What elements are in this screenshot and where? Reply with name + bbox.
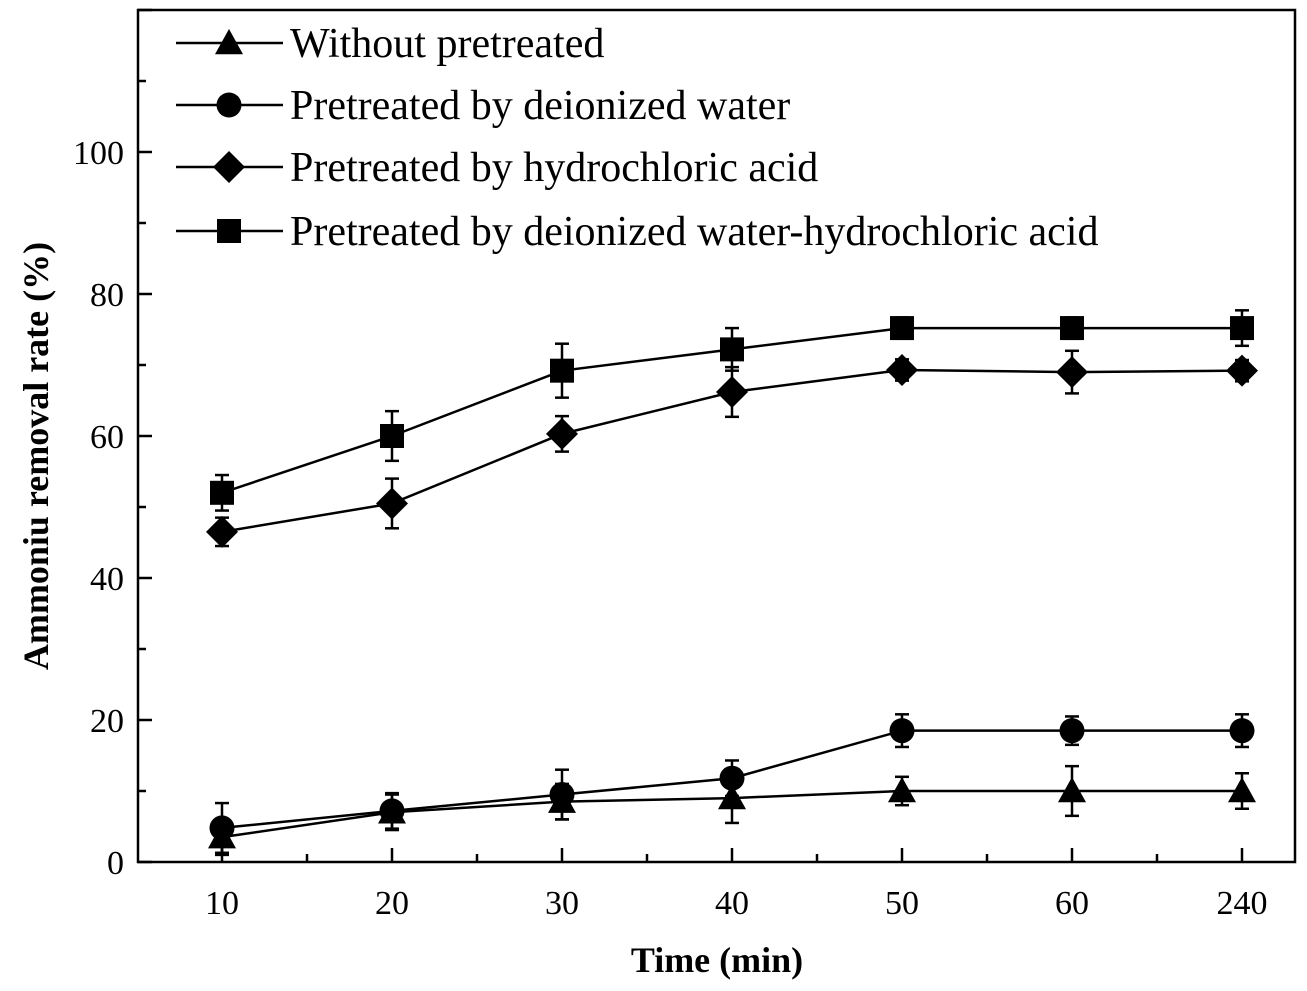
series-square: [210, 309, 1254, 512]
data-point: [209, 815, 235, 841]
x-tick-label: 20: [375, 885, 409, 922]
data-point: [1226, 354, 1258, 387]
data-point: [1230, 316, 1254, 341]
series-circle: [209, 713, 1255, 855]
data-point: [720, 337, 744, 362]
plot-border: [136, 8, 1297, 864]
data-point: [376, 487, 408, 520]
x-tick-label: 50: [885, 885, 919, 922]
y-tick-label: 0: [107, 845, 124, 882]
x-tick-label: 240: [1217, 885, 1268, 922]
data-point: [888, 777, 916, 803]
plot-frame: [136, 8, 1297, 864]
legend-marker: [216, 92, 242, 118]
series-layer: [206, 309, 1258, 857]
x-tick-label: 40: [715, 885, 749, 922]
data-point: [206, 515, 238, 548]
x-tick-label: 10: [205, 885, 239, 922]
y-tick-label: 80: [90, 277, 124, 314]
data-point: [886, 353, 918, 386]
data-point: [1229, 718, 1255, 744]
legend-item: Pretreated by deionized water: [176, 83, 790, 129]
data-point: [550, 358, 574, 383]
data-point: [719, 765, 745, 791]
data-point: [1058, 777, 1086, 803]
data-point: [1059, 718, 1085, 744]
legend-marker: [213, 151, 245, 183]
data-point: [1056, 356, 1088, 389]
data-point: [716, 375, 748, 408]
data-point: [889, 718, 915, 744]
data-point: [210, 480, 234, 505]
legend-label: Without pretreated: [290, 21, 604, 67]
legend-label: Pretreated by hydrochloric acid: [290, 145, 818, 191]
data-point: [890, 316, 914, 341]
y-tick-label: 20: [90, 703, 124, 740]
y-axis: 0 20 40 60 80 100: [73, 8, 152, 882]
y-axis-title: Ammoniu removal rate (%): [16, 242, 56, 670]
legend-item: Pretreated by deionized water-hydrochlor…: [176, 209, 1098, 255]
data-point: [380, 424, 404, 448]
x-tick-label: 30: [545, 885, 579, 922]
legend-label: Pretreated by deionized water-hydrochlor…: [290, 209, 1098, 255]
legend-marker: [215, 29, 243, 55]
data-point: [1228, 777, 1256, 803]
legend-label: Pretreated by deionized water: [290, 83, 790, 129]
series-diamond: [206, 349, 1258, 548]
legend-marker: [217, 219, 241, 243]
x-axis-title: Time (min): [631, 940, 803, 980]
x-axis: 10 20 30 40 50 60 240: [205, 848, 1268, 922]
legend-item: Without pretreated: [176, 21, 604, 67]
legend: Without pretreated Pretreated by deionize…: [176, 21, 1098, 255]
legend-item: Pretreated by hydrochloric acid: [176, 145, 818, 191]
data-point: [549, 782, 575, 808]
data-point: [546, 417, 578, 450]
y-tick-label: 100: [73, 135, 124, 172]
y-tick-label: 40: [90, 561, 124, 598]
data-point: [1060, 316, 1084, 341]
data-point: [379, 798, 405, 824]
y-tick-label: 60: [90, 419, 124, 456]
x-tick-label: 60: [1055, 885, 1089, 922]
